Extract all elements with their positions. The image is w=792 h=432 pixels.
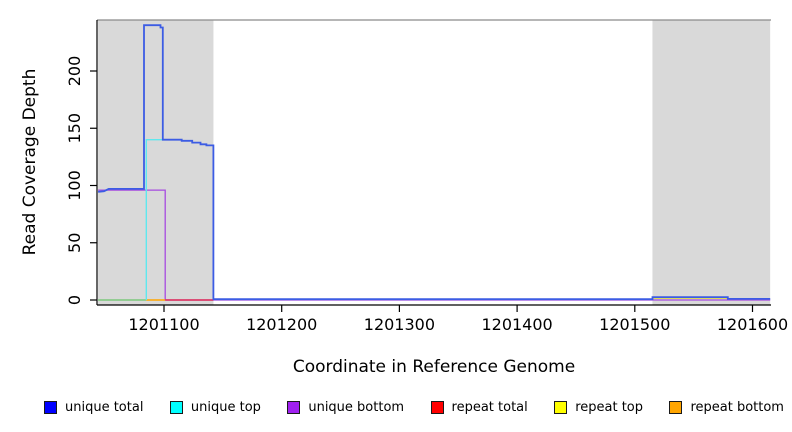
series-unique-top-line: [145, 138, 166, 300]
x-tick-label: 1201300: [364, 315, 435, 334]
legend-label: repeat bottom: [690, 399, 784, 415]
legend-swatch-icon: [169, 400, 183, 414]
y-tick-label: 100: [65, 170, 84, 201]
legend-item-repeat-top: repeat top: [554, 400, 643, 415]
y-tick-label: 0: [65, 295, 84, 305]
legend-item-unique-top: unique top: [169, 399, 261, 415]
right-masked-region: [652, 20, 771, 305]
y-tick-label: 50: [65, 233, 84, 253]
legend-label: repeat total: [451, 399, 528, 415]
legend-item-unique-bottom: unique bottom: [287, 400, 404, 415]
x-tick-label: 1201600: [717, 315, 788, 334]
legend-label: repeat top: [575, 399, 643, 415]
legend-item-repeat-total: repeat total: [430, 399, 528, 415]
legend-item-repeat-bottom: repeat bottom: [669, 400, 784, 415]
x-tick-label: 1201500: [599, 315, 670, 334]
x-tick-label: 1201100: [128, 315, 199, 334]
left-masked-region: [98, 20, 214, 305]
legend-label: unique total: [65, 399, 144, 415]
x-axis-title: Coordinate in Reference Genome: [292, 357, 576, 377]
legend-label: unique top: [190, 399, 261, 415]
legend-swatch-icon: [44, 400, 57, 414]
series-unique-total-line: [98, 24, 771, 301]
legend-swatch-icon: [430, 400, 444, 414]
y-axis-title: Read Coverage Depth: [20, 68, 40, 256]
coverage-chart-canvas: 0 50 100 150 200 1201100 1201200 1201300 1201400…: [65, 19, 788, 334]
legend-swatch-icon: [669, 400, 683, 414]
legend-swatch-icon: [287, 400, 301, 414]
x-tick-label: 1201400: [481, 315, 552, 334]
chart-legend: unique total unique top unique bottom repea…: [44, 396, 784, 418]
legend-label: unique bottom: [308, 399, 405, 415]
legend-item-unique-total: unique total: [44, 400, 143, 415]
y-tick-label: 150: [65, 113, 84, 144]
y-tick-label: 200: [65, 56, 84, 87]
legend-swatch-icon: [554, 400, 568, 414]
x-tick-label: 1201200: [246, 315, 317, 334]
